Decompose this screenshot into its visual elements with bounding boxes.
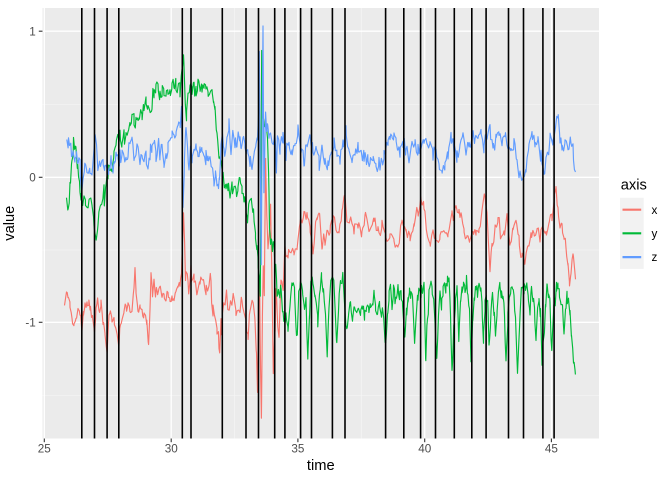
svg-text:x: x xyxy=(652,204,658,217)
svg-text:35: 35 xyxy=(291,442,305,455)
svg-text:z: z xyxy=(652,251,658,264)
svg-text:axis: axis xyxy=(621,178,647,194)
svg-text:-1: -1 xyxy=(25,317,35,330)
svg-text:y: y xyxy=(652,228,658,241)
svg-text:1: 1 xyxy=(29,25,36,38)
svg-text:45: 45 xyxy=(545,442,559,455)
svg-text:30: 30 xyxy=(165,442,179,455)
svg-text:0: 0 xyxy=(29,172,36,185)
svg-text:25: 25 xyxy=(38,442,52,455)
svg-text:time: time xyxy=(307,458,335,474)
svg-text:40: 40 xyxy=(418,442,432,455)
svg-text:value: value xyxy=(2,206,18,241)
